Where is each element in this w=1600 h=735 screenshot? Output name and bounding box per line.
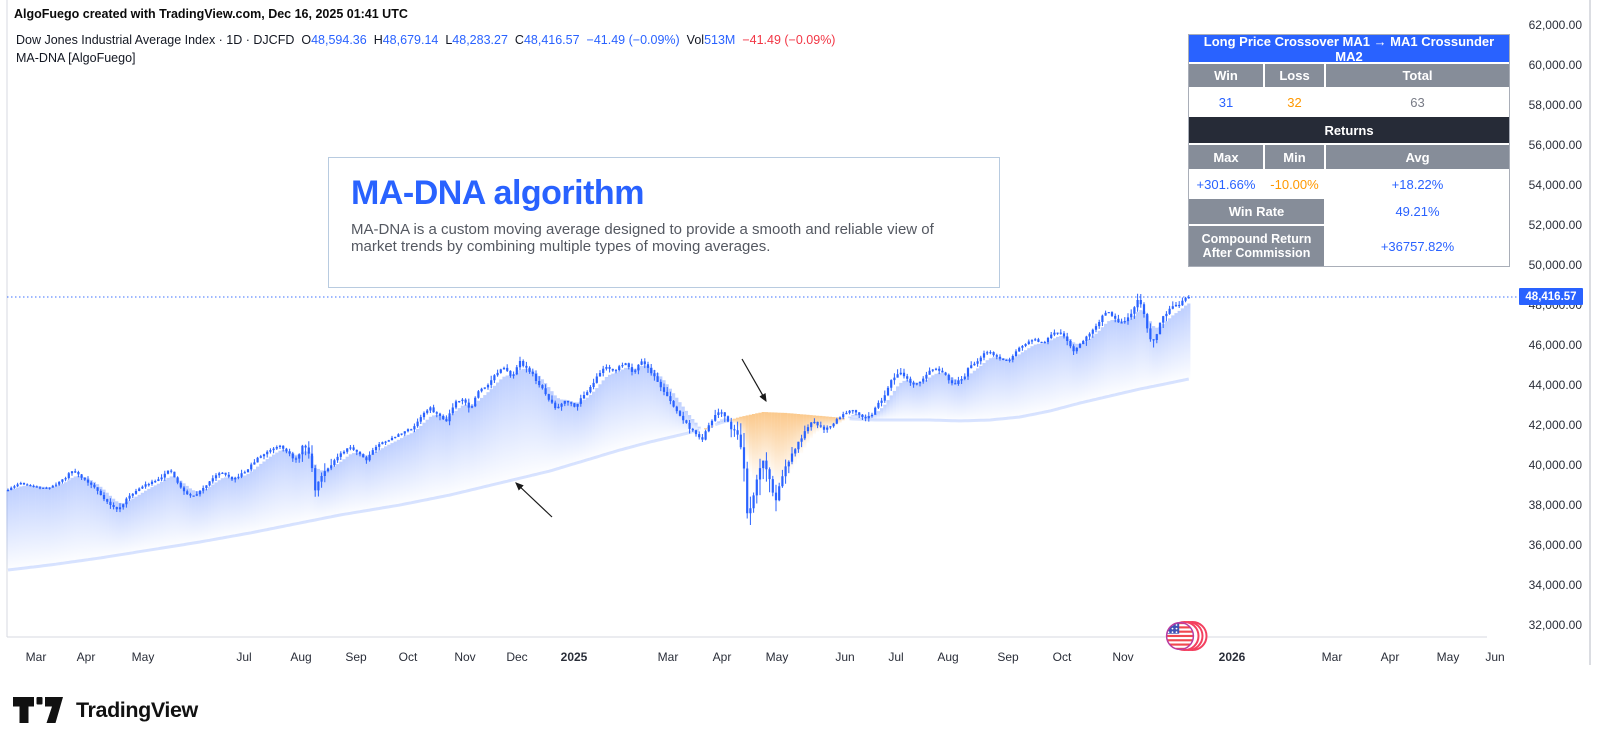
- price-tick-label: 40,000.00: [1528, 458, 1582, 473]
- time-tick-label: Aug: [937, 650, 959, 664]
- symbol-line-token: Vol: [686, 33, 705, 47]
- stats-win-value: 31: [1189, 89, 1263, 115]
- time-tick-label: May: [1436, 650, 1460, 664]
- symbol-line-token: L: [445, 33, 453, 47]
- time-tick-label: Dec: [506, 650, 528, 664]
- symbol-line-token: H: [373, 33, 383, 47]
- time-tick-label: Jul: [888, 650, 904, 664]
- price-tick-label: 32,000.00: [1528, 618, 1582, 633]
- stats-loss-value: 32: [1265, 89, 1324, 115]
- us-flag-holiday-icon[interactable]: [1165, 621, 1208, 651]
- logo-text: TradingView: [76, 698, 198, 722]
- symbol-line-token: 48,594.36: [311, 33, 367, 47]
- ma-dna-line: [7, 377, 1190, 572]
- stats-header-max: Max: [1189, 145, 1263, 169]
- time-tick-label: 2025: [560, 650, 588, 664]
- stats-table: Long Price Crossover MA1 → MA1 Crossunde…: [1188, 34, 1510, 267]
- symbol-line-token: −41.49 (−0.09%): [742, 33, 836, 47]
- logo-mark-icon: [13, 697, 63, 723]
- symbol-line-token: 513M: [704, 33, 736, 47]
- stats-avg-value: +18.22%: [1326, 171, 1509, 197]
- time-tick-label: Sep: [997, 650, 1019, 664]
- time-tick-label: May: [131, 650, 155, 664]
- time-tick-label: Apr: [76, 650, 96, 664]
- price-tick-label: 38,000.00: [1528, 498, 1582, 513]
- ma-band-fill: [6, 303, 1191, 570]
- symbol-line-token: 48,679.14: [382, 33, 439, 47]
- stats-header-loss: Loss: [1265, 64, 1324, 87]
- symbol-line-token: Dow Jones Industrial Average Index · 1D …: [16, 33, 295, 47]
- symbol-line-token: C: [514, 33, 524, 47]
- trend-arrow-annotations: [515, 358, 767, 518]
- symbol-line-token: O: [301, 33, 312, 47]
- price-tick-label: 34,000.00: [1528, 578, 1582, 593]
- time-tick-label: Apr: [712, 650, 732, 664]
- time-tick-label: Nov: [1112, 650, 1134, 664]
- stats-header-avg: Avg: [1326, 145, 1509, 169]
- stats-winrate-value: 49.21%: [1326, 199, 1509, 224]
- price-tick-label: 56,000.00: [1528, 138, 1582, 153]
- candlestick-series: [6, 293, 1190, 525]
- stats-compound-value: +36757.82%: [1326, 226, 1509, 266]
- symbol-line-token: 48,416.57: [523, 33, 580, 47]
- tradingview-logo[interactable]: TradingView: [13, 697, 198, 724]
- symbol-line-token: 48,283.27: [452, 33, 508, 47]
- price-tick-label: 52,000.00: [1528, 218, 1582, 233]
- time-tick-label: Oct: [398, 650, 418, 664]
- time-tick-label: 2026: [1218, 650, 1246, 664]
- price-tick-label: 44,000.00: [1528, 378, 1582, 393]
- annotation-title: MA-DNA algorithm: [351, 174, 644, 212]
- time-tick-label: Jun: [1485, 650, 1505, 664]
- time-tick-label: Nov: [454, 650, 476, 664]
- time-tick-label: Mar: [1321, 650, 1343, 664]
- stats-header-total: Total: [1326, 64, 1509, 87]
- stats-header-min: Min: [1265, 145, 1324, 169]
- indicator-label[interactable]: MA-DNA [AlgoFuego]: [16, 51, 136, 65]
- price-tick-label: 58,000.00: [1528, 98, 1582, 113]
- stats-winrate-label: Win Rate: [1189, 199, 1324, 224]
- symbol-info-line[interactable]: Dow Jones Industrial Average Index · 1D …: [16, 33, 842, 47]
- time-tick-label: Sep: [345, 650, 367, 664]
- price-tick-label: 36,000.00: [1528, 538, 1582, 553]
- stats-header-win: Win: [1189, 64, 1263, 87]
- price-tick-label: 42,000.00: [1528, 418, 1582, 433]
- stats-table-title: Long Price Crossover MA1 → MA1 Crossunde…: [1189, 34, 1509, 64]
- time-tick-label: Mar: [25, 650, 47, 664]
- stats-max-value: +301.66%: [1189, 171, 1263, 197]
- time-tick-label: Aug: [290, 650, 312, 664]
- annotation-box: MA-DNA algorithm MA-DNA is a custom movi…: [328, 157, 1000, 288]
- stats-compound-label: Compound Return After Commission: [1189, 226, 1324, 266]
- symbol-line-token: −41.49 (−0.09%): [586, 33, 680, 47]
- time-tick-label: Apr: [1380, 650, 1400, 664]
- price-tick-label: 62,000.00: [1528, 18, 1582, 33]
- time-tick-label: Jul: [236, 650, 252, 664]
- time-tick-label: May: [765, 650, 789, 664]
- last-price-tag: 48,416.57: [1519, 288, 1583, 305]
- price-tick-label: 50,000.00: [1528, 258, 1582, 273]
- annotation-body: MA-DNA is a custom moving average design…: [351, 221, 934, 255]
- stats-returns-label: Returns: [1189, 117, 1509, 143]
- stats-total-value: 63: [1326, 89, 1509, 115]
- stats-min-value: -10.00%: [1265, 171, 1324, 197]
- price-tick-label: 54,000.00: [1528, 178, 1582, 193]
- price-tick-label: 46,000.00: [1528, 338, 1582, 353]
- time-tick-label: Oct: [1052, 650, 1072, 664]
- price-tick-label: 60,000.00: [1528, 58, 1582, 73]
- attribution-text: AlgoFuego created with TradingView.com, …: [14, 7, 408, 21]
- time-tick-label: Mar: [657, 650, 679, 664]
- time-tick-label: Jun: [835, 650, 855, 664]
